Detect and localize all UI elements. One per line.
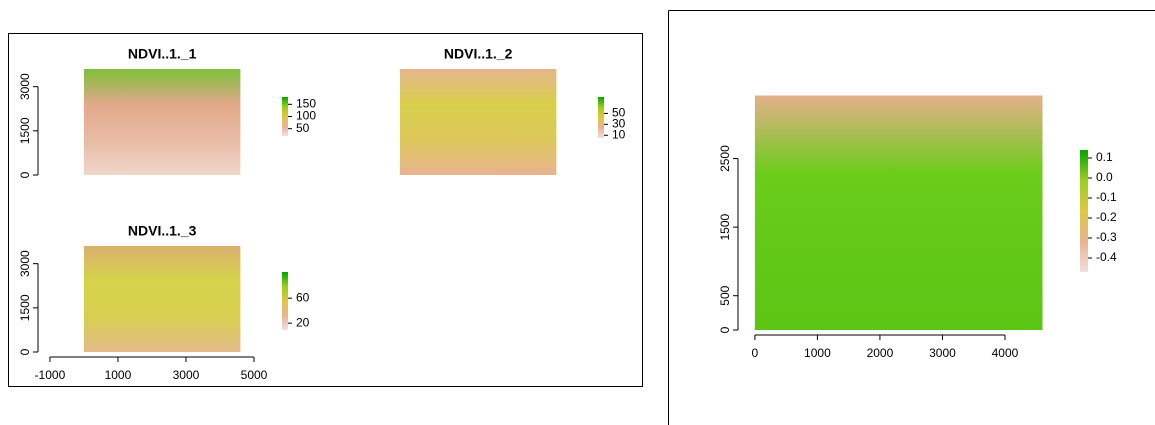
x-tick-label: 3000 (173, 368, 200, 382)
page: NDVI..1._101500300050100150NDVI..1._2103… (0, 0, 1155, 425)
colorbar (598, 97, 604, 138)
x-tick-label: 1000 (804, 346, 831, 360)
colorbar-tick-label: 0.1 (1096, 150, 1113, 164)
panel-title: NDVI..1._1 (128, 46, 197, 62)
colorbar (282, 97, 288, 136)
colorbar-tick-label: 50 (612, 106, 626, 120)
y-tick-label: 2500 (718, 145, 732, 172)
colorbar-tick-label: -0.3 (1096, 230, 1117, 244)
colorbar-tick-label: -0.1 (1096, 190, 1117, 204)
raster-image (84, 69, 240, 175)
colorbar-tick-label: 50 (296, 121, 310, 135)
raster-image (400, 69, 556, 175)
y-tick-label: 0 (18, 348, 32, 355)
x-tick-label: 0 (752, 346, 759, 360)
x-tick-label: -1000 (35, 368, 66, 382)
x-tick-label: 3000 (929, 346, 956, 360)
panel-title: NDVI..1._3 (128, 223, 197, 239)
x-tick-label: 1000 (105, 368, 132, 382)
y-tick-label: 0 (718, 326, 732, 333)
y-tick-label: 1500 (18, 294, 32, 321)
colorbar-tick-label: -0.4 (1096, 250, 1117, 264)
raster-image (755, 95, 1043, 330)
colorbar-tick-label: 0.0 (1096, 170, 1113, 184)
colorbar-tick-label: 150 (296, 96, 316, 110)
panel-title: NDVI..1._2 (444, 46, 513, 62)
screenshot: NDVI..1._101500300050100150NDVI..1._2103… (0, 0, 1155, 425)
y-tick-label: 3000 (18, 250, 32, 277)
y-tick-label: 0 (18, 171, 32, 178)
x-tick-label: 5000 (241, 368, 268, 382)
y-tick-label: 3000 (18, 73, 32, 100)
colorbar-tick-label: 100 (296, 109, 316, 123)
colorbar-tick-label: 20 (296, 315, 310, 329)
y-tick-label: 1500 (18, 117, 32, 144)
colorbar (1080, 150, 1088, 272)
x-tick-label: 2000 (867, 346, 894, 360)
colorbar-tick-label: -0.2 (1096, 210, 1117, 224)
colorbar-tick-label: 60 (296, 290, 310, 304)
y-tick-label: 500 (718, 285, 732, 305)
x-tick-label: 4000 (992, 346, 1019, 360)
raster-image (84, 246, 240, 352)
colorbar (282, 272, 288, 330)
y-tick-label: 1500 (718, 213, 732, 240)
